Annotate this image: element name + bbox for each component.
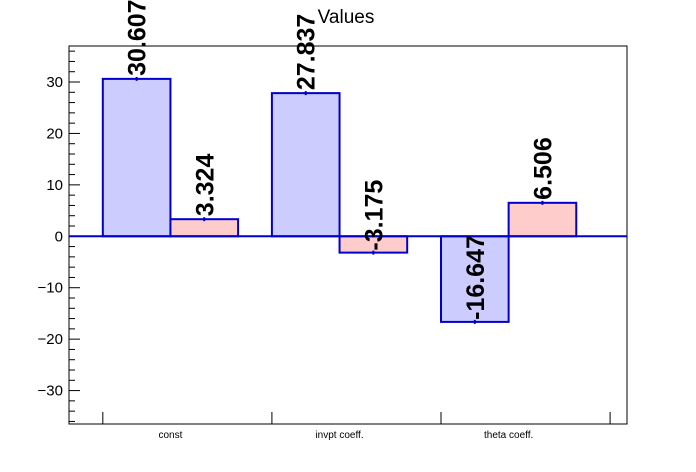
- plot-frame: [68, 45, 628, 425]
- data-label: 6.506: [529, 137, 557, 200]
- y-tick-label: −30: [38, 383, 63, 400]
- y-tick-label: 30: [46, 74, 63, 91]
- y-tick-label: 10: [46, 177, 63, 194]
- x-category-label: const: [159, 430, 183, 441]
- bar: [270, 92, 341, 238]
- y-tick-label: 0: [55, 228, 63, 245]
- bars: [101, 76, 578, 324]
- y-tick-label: 20: [46, 125, 63, 142]
- x-category-label: theta coeff.: [484, 430, 533, 441]
- y-tick-label: −10: [38, 280, 63, 297]
- data-labels: 30.607 27.837 -16.647 3.324 -3.175 6.506: [124, 0, 558, 320]
- x-category-label: invpt coeff.: [315, 430, 363, 441]
- data-label: 30.607: [124, 0, 152, 76]
- bar: [101, 77, 172, 238]
- data-label: 3.324: [191, 154, 219, 217]
- y-tick-label: −20: [38, 331, 63, 348]
- data-label: -3.175: [360, 180, 388, 251]
- x-axis: const invpt coeff. theta coeff.: [102, 412, 611, 441]
- data-label: -16.647: [462, 235, 490, 320]
- bar: [440, 235, 510, 323]
- bar: [169, 218, 240, 238]
- bar: [507, 201, 578, 238]
- chart-title: Values: [318, 7, 375, 28]
- y-axis: −30 −20 −10 0 10 20 30: [38, 50, 80, 422]
- data-label: 27.837: [293, 14, 321, 90]
